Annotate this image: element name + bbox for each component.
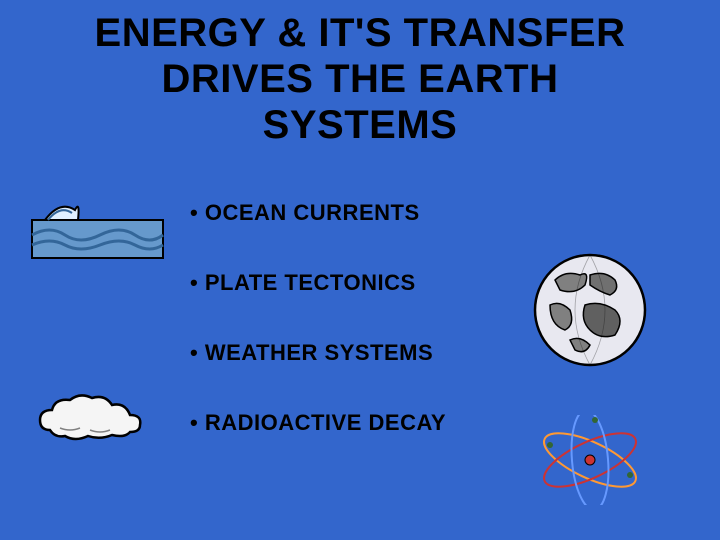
title-line-3: SYSTEMS [0, 102, 720, 148]
bullet-item: • OCEAN CURRENTS [190, 200, 446, 226]
bullet-item: • PLATE TECTONICS [190, 270, 446, 296]
bullet-marker: • [190, 410, 198, 435]
bullet-marker: • [190, 200, 198, 225]
bullet-marker: • [190, 340, 198, 365]
slide-title: ENERGY & IT'S TRANSFER DRIVES THE EARTH … [0, 0, 720, 148]
earth-globe-icon [530, 250, 650, 370]
cloud-icon [30, 390, 150, 445]
bullet-text: OCEAN CURRENTS [205, 200, 420, 225]
bullet-text: PLATE TECTONICS [205, 270, 416, 295]
title-line-2: DRIVES THE EARTH [0, 56, 720, 102]
bullet-text: WEATHER SYSTEMS [205, 340, 433, 365]
title-line-1: ENERGY & IT'S TRANSFER [0, 10, 720, 56]
bullet-list: • OCEAN CURRENTS • PLATE TECTONICS • WEA… [190, 200, 446, 480]
bullet-text: RADIOACTIVE DECAY [205, 410, 446, 435]
ocean-wave-icon [30, 195, 165, 260]
atom-icon [530, 415, 650, 505]
bullet-item: • RADIOACTIVE DECAY [190, 410, 446, 436]
bullet-marker: • [190, 270, 198, 295]
bullet-item: • WEATHER SYSTEMS [190, 340, 446, 366]
